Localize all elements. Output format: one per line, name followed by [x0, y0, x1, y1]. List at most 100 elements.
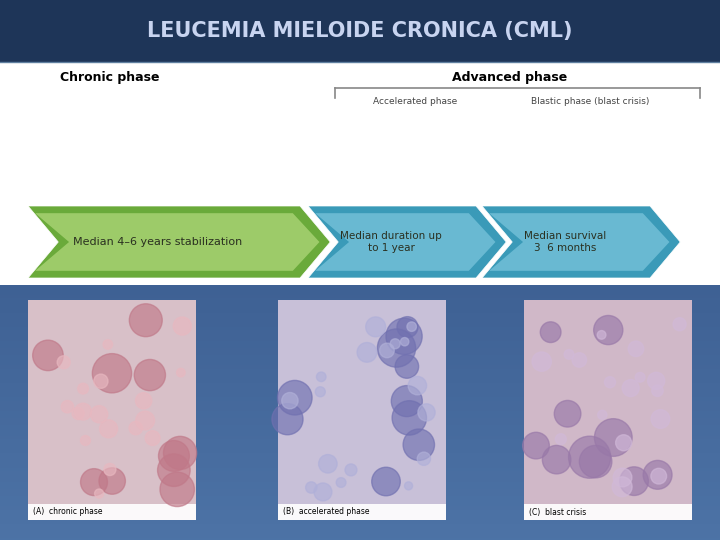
Bar	[0, 415, 720, 416]
Bar	[0, 412, 720, 413]
Bar	[0, 9, 720, 10]
Bar	[0, 206, 720, 207]
Bar	[0, 473, 720, 474]
Bar	[0, 43, 720, 44]
Bar	[0, 234, 720, 235]
Bar	[0, 31, 720, 32]
Bar	[0, 342, 720, 343]
Bar	[0, 56, 720, 57]
Bar	[0, 101, 720, 102]
Bar	[0, 140, 720, 141]
Bar	[0, 179, 720, 180]
Bar	[0, 252, 720, 253]
Bar	[0, 485, 720, 486]
Bar	[0, 98, 720, 99]
Circle shape	[305, 482, 317, 493]
Bar	[0, 397, 720, 398]
Circle shape	[540, 322, 561, 342]
Bar	[0, 200, 720, 201]
Circle shape	[174, 317, 192, 335]
Circle shape	[317, 372, 326, 382]
Bar	[0, 52, 720, 53]
Circle shape	[595, 418, 632, 456]
Bar	[0, 357, 720, 358]
Bar	[0, 229, 720, 230]
Bar	[0, 188, 720, 189]
Bar	[0, 380, 720, 381]
Circle shape	[408, 376, 427, 395]
Bar	[0, 191, 720, 192]
Bar	[0, 48, 720, 49]
Bar	[0, 158, 720, 159]
Bar	[0, 105, 720, 106]
Circle shape	[598, 410, 607, 420]
Bar	[0, 417, 720, 418]
Text: Accelerated phase: Accelerated phase	[373, 98, 457, 106]
Circle shape	[160, 472, 194, 507]
Bar	[0, 250, 720, 251]
Bar	[0, 266, 720, 267]
Bar	[0, 466, 720, 467]
Bar	[0, 406, 720, 407]
Bar	[0, 504, 720, 505]
Bar	[0, 384, 720, 385]
Bar	[0, 533, 720, 534]
Bar	[0, 220, 720, 221]
Bar	[0, 474, 720, 475]
Bar	[0, 253, 720, 254]
Bar	[0, 369, 720, 370]
Bar	[0, 344, 720, 345]
Bar	[0, 27, 720, 28]
Circle shape	[158, 441, 189, 471]
Bar	[0, 157, 720, 158]
Bar	[0, 299, 720, 300]
Bar	[0, 313, 720, 314]
Bar	[0, 278, 720, 279]
Bar	[0, 76, 720, 77]
Bar	[0, 49, 720, 50]
Bar	[0, 470, 720, 471]
Bar	[0, 69, 720, 70]
Bar	[0, 130, 720, 131]
Bar	[0, 167, 720, 168]
Bar	[0, 385, 720, 386]
Bar	[0, 151, 720, 152]
Bar	[0, 287, 720, 288]
Bar	[0, 303, 720, 304]
Bar	[0, 258, 720, 259]
Bar	[524, 504, 692, 520]
Bar	[0, 259, 720, 260]
Bar	[0, 156, 720, 157]
Bar	[0, 327, 720, 328]
Circle shape	[75, 403, 91, 420]
Bar	[0, 416, 720, 417]
Circle shape	[569, 436, 611, 478]
Bar	[0, 340, 720, 341]
Bar	[0, 30, 720, 31]
Bar	[0, 78, 720, 79]
Bar	[0, 260, 720, 261]
Bar	[0, 199, 720, 200]
Bar	[0, 245, 720, 246]
Bar	[0, 405, 720, 406]
Bar	[0, 298, 720, 299]
Bar	[0, 172, 720, 173]
Bar	[0, 109, 720, 110]
Bar	[0, 477, 720, 478]
Bar	[0, 133, 720, 134]
Bar	[0, 289, 720, 290]
Bar	[0, 325, 720, 326]
Bar	[0, 500, 720, 501]
Bar	[0, 242, 720, 243]
Bar	[0, 270, 720, 271]
Bar	[0, 171, 720, 172]
Bar	[0, 88, 720, 89]
Bar	[0, 390, 720, 391]
Bar	[0, 217, 720, 218]
Bar	[0, 346, 720, 347]
Bar	[0, 505, 720, 506]
Bar	[0, 371, 720, 372]
Bar	[0, 398, 720, 399]
Bar	[0, 332, 720, 333]
Bar	[0, 472, 720, 473]
